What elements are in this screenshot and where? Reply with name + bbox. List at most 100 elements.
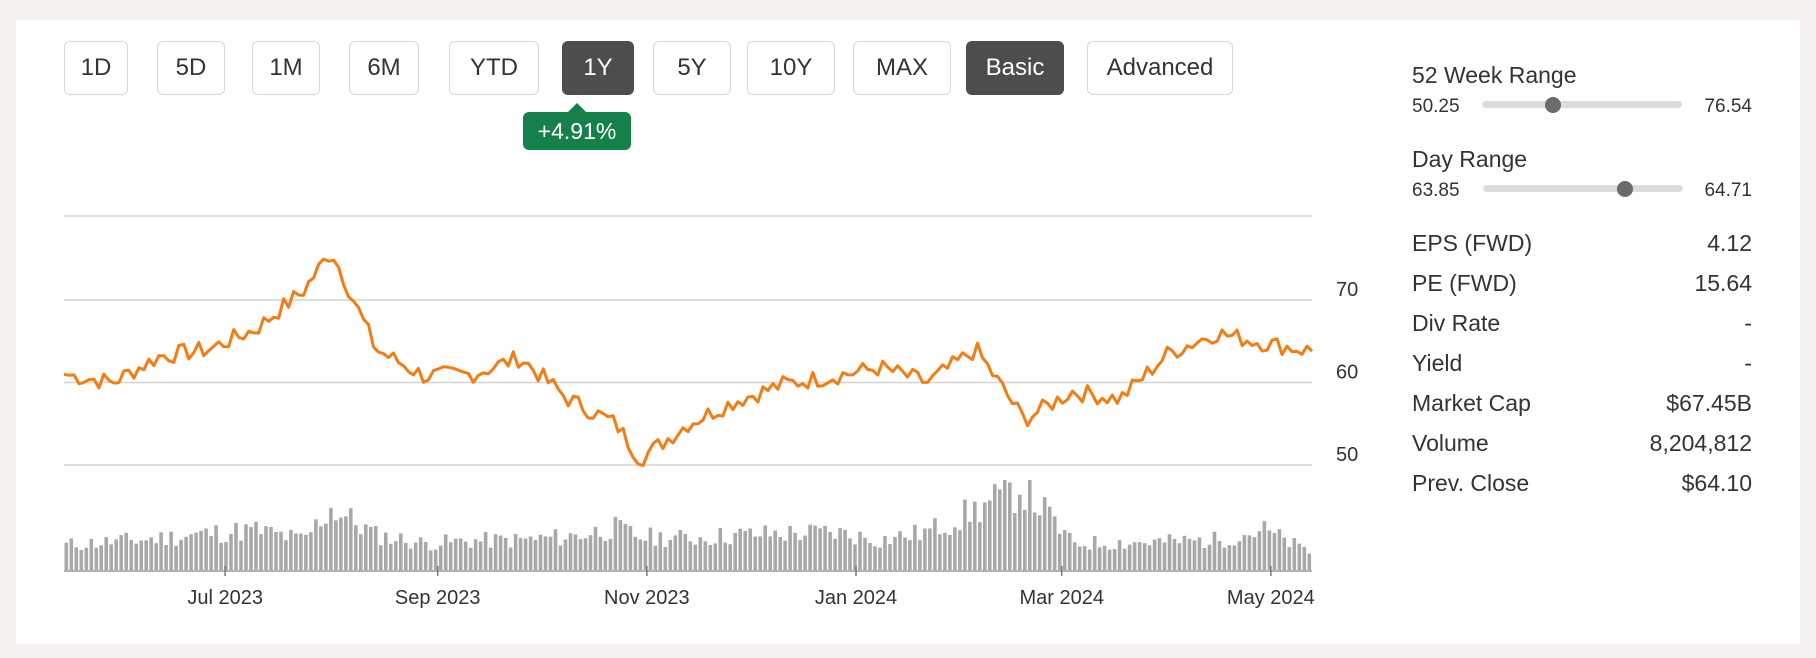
period-button-10y[interactable]: 10Y [747,41,835,95]
volume-bar [963,499,967,570]
stat-label: Market Cap [1412,390,1531,416]
volume-bar [998,489,1002,570]
volume-bar [453,538,458,570]
volume-bar [548,536,553,570]
volume-bar [1018,494,1022,570]
volume-bar [873,546,877,570]
volume-bar [294,533,298,570]
volume-bar [1077,546,1082,570]
volume-bar [798,540,802,570]
volume-bar [144,540,148,570]
volume-bar [404,543,408,570]
volume-bar [1142,543,1147,570]
volume-bar [99,545,103,570]
period-button-max[interactable]: MAX [853,41,951,95]
volume-bar [983,502,987,570]
volume-bar [1297,543,1302,570]
y-tick-label: 60 [1336,362,1358,384]
volume-bar [1227,545,1232,570]
volume-bar [1087,549,1092,570]
period-button-1y[interactable]: 1Y [562,41,634,95]
stat-value: $67.45B [1666,390,1752,416]
volume-bar [643,540,648,570]
volume-bar [194,532,198,570]
stat-value: - [1744,310,1752,336]
volume-bar [743,530,747,570]
x-tick-label: Mar 2024 [1019,587,1104,609]
volume-bar [763,525,767,570]
volume-bar [843,530,847,570]
volume-bar [169,531,173,570]
volume-bar [1197,537,1202,570]
volume-bar [334,520,338,570]
change-badge: +4.91% [523,103,631,150]
volume-bar [1272,533,1277,570]
volume-bar [928,528,932,570]
volume-bar [463,541,468,570]
volume-bar [803,535,807,570]
volume-bar [713,543,718,570]
volume-bar [938,534,942,570]
day-range-marker [1617,180,1633,197]
volume-bar [738,528,742,570]
volume-bar [638,539,643,570]
volume-bar [1292,538,1297,570]
volume-bar [728,544,732,570]
volume-bar [443,534,448,570]
volume-bar [583,538,588,570]
volume-bar [793,532,797,570]
volume-bar [164,545,168,570]
volume-bar [1212,531,1217,570]
mode-button-advanced[interactable]: Advanced [1087,41,1233,95]
volume-bar [748,528,752,570]
price-chart[interactable]: 50 60 70 Jul 2023 Sep 2023 Nov 2023 Jan 2024 Ma… [0,0,1400,658]
volume-bar [788,526,792,570]
y-tick-label: 50 [1336,444,1358,466]
volume-bar [1157,538,1162,570]
volume-bar [1307,553,1312,570]
volume-bar [214,525,218,570]
volume-bar [1207,544,1212,570]
period-button-5y[interactable]: 5Y [653,41,731,95]
volume-bar [953,527,957,570]
volume-bar [1192,540,1197,570]
volume-bar [1062,530,1067,570]
volume-bar [468,547,473,570]
volume-bar [438,545,443,570]
volume-bar [384,532,388,570]
volume-bar [683,534,688,570]
volume-bar [648,527,653,570]
period-button-1m[interactable]: 1M [252,41,320,95]
stat-label: Yield [1412,350,1463,376]
volume-bar [1102,545,1107,570]
volume-bar [918,540,922,570]
volume-bar [209,536,213,570]
period-button-1d[interactable]: 1D [64,41,128,95]
volume-bar [1267,530,1272,570]
volume-bar [1028,480,1032,570]
volume-bar [658,532,663,570]
volume-bar [344,516,348,570]
volume-bar [593,526,598,570]
volume-bar [598,536,603,570]
volume-bar [89,539,94,570]
mode-button-basic[interactable]: Basic [966,41,1064,95]
volume-bar [993,484,997,570]
volume-bar [958,530,962,570]
volume-bar [1013,513,1017,570]
x-tick-label: Jul 2023 [187,587,263,609]
period-button-5d[interactable]: 5D [157,41,225,95]
volume-bar [693,544,698,570]
volume-bar [1037,515,1042,570]
volume-bar [1177,543,1182,570]
volume-bar [828,532,832,570]
period-button-ytd[interactable]: YTD [449,41,539,95]
volume-bar [608,538,613,570]
volume-bar [314,519,318,570]
volume-bar [508,547,513,570]
volume-bar [264,526,268,570]
volume-bar [1172,539,1177,570]
period-button-6m[interactable]: 6M [349,41,419,95]
stat-value: - [1744,350,1752,376]
volume-bar [553,529,558,570]
